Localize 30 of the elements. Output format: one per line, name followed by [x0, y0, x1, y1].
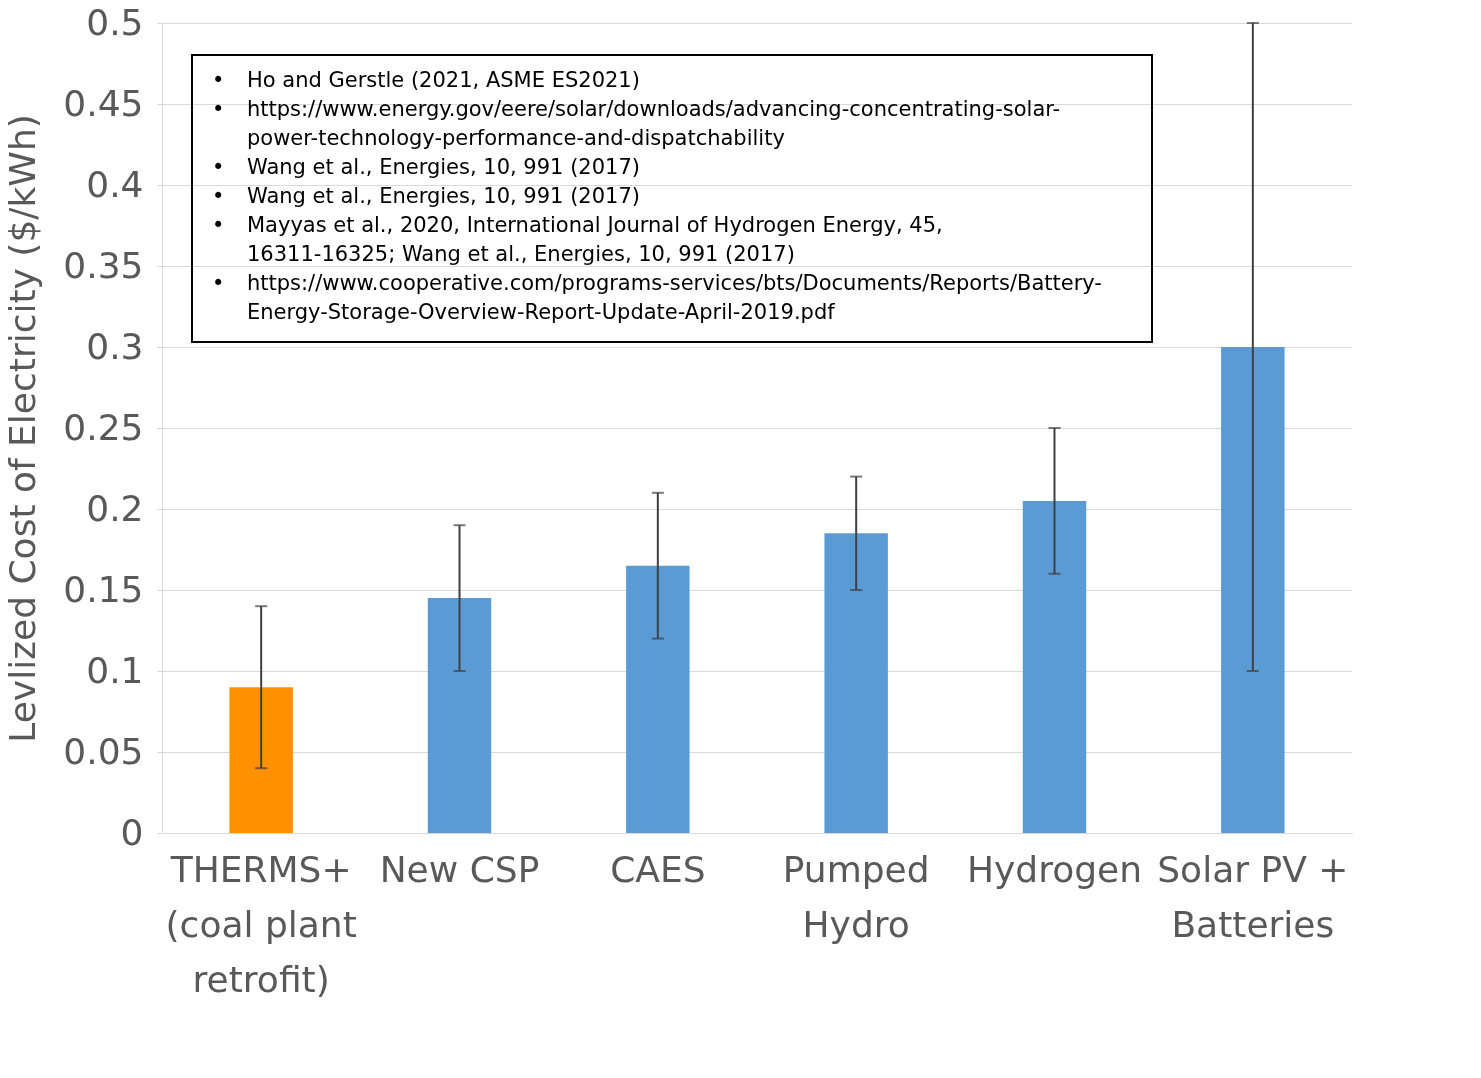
- y-tick-label: 0.1: [86, 649, 144, 691]
- text: • Wang et al., Energies, 10, 991 (2017): [212, 155, 640, 179]
- x-tick-label: New CSP: [379, 848, 540, 890]
- y-axis-title: Levlized Cost of Electricity ($/kWh): [2, 114, 44, 743]
- x-tick-label: Solar PV + Batteries: [1157, 848, 1349, 945]
- x-tick-label: THERMS+ (coal plant retrofit): [165, 848, 357, 1000]
- y-tick-label: 0.45: [63, 82, 144, 124]
- y-tick-label: 0.15: [63, 568, 144, 610]
- text: • Mayyas et al., 2020, International Journal of Hydrogen Energy, 45, 16311-16325; Wang et al., Energies, 10, 991 (2017): [212, 213, 943, 266]
- bar: [824, 533, 888, 833]
- x-tick-label: CAES: [610, 848, 706, 890]
- text: • Wang et al., Energies, 10, 991 (2017): [212, 184, 640, 208]
- bar: [229, 687, 293, 833]
- y-tick-label: 0.4: [86, 163, 144, 205]
- y-tick-label: 0.2: [86, 487, 144, 529]
- x-tick-label: Pumped Hydro: [782, 848, 930, 945]
- y-tick-label: 0: [120, 811, 144, 853]
- y-tick-label: 0.5: [86, 1, 144, 43]
- y-tick-label: 0.35: [63, 244, 144, 286]
- bar: [1022, 500, 1087, 833]
- y-tick-label: 0.25: [63, 406, 144, 448]
- y-tick-label: 0.3: [86, 325, 144, 367]
- bar: [1221, 347, 1285, 833]
- y-tick-label: 0.05: [63, 730, 144, 772]
- text: • https://www.energy.gov/eere/solar/downloads/advancing-concentrating-solar-power-technology-performance-and-dispatchability: [212, 97, 1061, 150]
- x-tick-label: Hydrogen: [966, 848, 1143, 890]
- bar: [626, 565, 690, 833]
- text: • Ho and Gerstle (2021, ASME ES2021): [212, 68, 640, 92]
- bar: [427, 598, 492, 833]
- text: • https://www.cooperative.com/programs-services/bts/Documents/Reports/Battery-Energy-Storage-Overview-Report-Update-April-2019.pdf: [212, 271, 1102, 324]
